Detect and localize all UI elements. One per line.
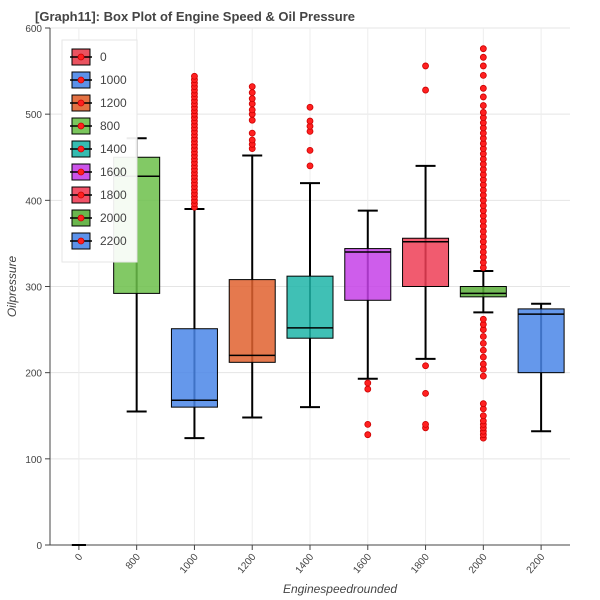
legend-label: 800 — [100, 119, 120, 133]
x-tick-label: 2000 — [467, 552, 490, 576]
outlier-point — [248, 106, 256, 114]
outlier-point — [479, 400, 487, 408]
outlier-point — [306, 117, 314, 125]
x-tick-label: 1200 — [236, 552, 259, 576]
outlier-point — [248, 129, 256, 137]
outlier-point — [479, 412, 487, 420]
x-tick-label: 800 — [124, 552, 143, 572]
legend-label: 0 — [100, 50, 107, 64]
outlier-point — [364, 420, 372, 428]
outlier-point — [422, 62, 429, 70]
outlier-point — [479, 360, 487, 368]
legend-label: 1000 — [100, 73, 127, 87]
outlier-point — [479, 346, 487, 354]
x-axis-label: Enginespeedrounded — [283, 582, 397, 596]
outlier-point — [364, 431, 372, 439]
x-tick-label: 1000 — [178, 552, 201, 576]
outlier-point — [306, 103, 314, 111]
outlier-point — [479, 333, 487, 340]
outlier-point — [479, 45, 487, 53]
legend-label: 2200 — [100, 234, 127, 248]
legend-label: 1200 — [100, 96, 127, 110]
y-tick-label: 600 — [25, 24, 42, 35]
chart-title: [Graph11]: Box Plot of Engine Speed & Oi… — [35, 9, 356, 24]
legend-swatch-point — [77, 214, 85, 222]
outlier-point — [479, 109, 487, 116]
outlier-point — [479, 353, 487, 361]
legend-swatch-point — [77, 53, 85, 61]
outlier-point — [479, 62, 487, 70]
x-tick-label: 1800 — [409, 552, 432, 576]
legend-swatch-point — [77, 145, 85, 153]
legend-swatch-point — [77, 99, 85, 107]
x-tick-label: 2200 — [525, 552, 548, 576]
outlier-point — [422, 420, 429, 428]
legend-label: 1800 — [100, 188, 127, 202]
y-axis-label: Oilpressure — [5, 256, 19, 318]
x-tick-label: 0 — [73, 552, 85, 564]
y-tick-label: 0 — [36, 541, 42, 552]
box-1600 — [344, 248, 392, 301]
outlier-point — [248, 116, 256, 124]
outlier-point — [479, 315, 487, 323]
legend-swatch-point — [77, 237, 85, 245]
outlier-point — [422, 389, 429, 397]
y-tick-label: 200 — [25, 369, 42, 380]
x-tick-label: 1400 — [294, 552, 317, 576]
legend-swatch-point — [77, 76, 85, 84]
y-tick-label: 300 — [25, 283, 42, 294]
outlier-point — [479, 71, 487, 79]
y-tick-label: 400 — [25, 196, 42, 207]
outlier-point — [479, 339, 487, 347]
legend-swatch-point — [77, 122, 85, 130]
outlier-point — [479, 84, 487, 92]
outlier-point — [248, 83, 256, 90]
outlier-point — [306, 162, 314, 170]
x-tick-label: 1600 — [351, 552, 374, 576]
outlier-point — [364, 379, 372, 387]
y-tick-label: 100 — [25, 455, 42, 466]
box-2200 — [517, 308, 565, 374]
legend-label: 1600 — [100, 165, 127, 179]
legend-label: 1400 — [100, 142, 127, 156]
y-tick-label: 500 — [25, 110, 42, 121]
legend-swatch-point — [77, 168, 85, 176]
outlier-point — [479, 102, 487, 109]
box-1200 — [228, 279, 276, 363]
legend-label: 2000 — [100, 211, 127, 225]
box-1000 — [170, 328, 218, 408]
outlier-point — [422, 86, 429, 94]
outlier-point — [248, 95, 256, 103]
legend-swatch-point — [77, 191, 85, 199]
box-2000 — [459, 286, 507, 298]
outlier-point — [422, 362, 429, 370]
outlier-point — [306, 146, 314, 154]
outlier-point — [248, 136, 256, 144]
box-1400 — [286, 275, 334, 339]
outlier-point — [191, 72, 198, 80]
outlier-point — [479, 93, 487, 101]
outlier-point — [364, 385, 372, 393]
outlier-point — [248, 89, 256, 97]
outlier-point — [479, 53, 487, 61]
outlier-point — [479, 372, 487, 380]
box-1800 — [402, 237, 450, 288]
